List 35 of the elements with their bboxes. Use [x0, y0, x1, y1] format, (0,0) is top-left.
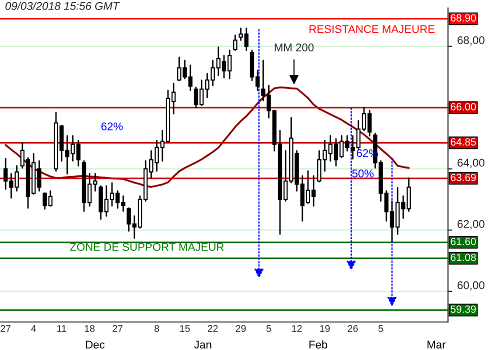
- x-tick-label: 26: [348, 325, 358, 332]
- y-tick-label: 68,00: [458, 36, 484, 46]
- x-tick-label: 8: [154, 325, 160, 332]
- x-tick-label: 12: [292, 325, 302, 332]
- text: Mar: [428, 340, 446, 349]
- text: Feb: [309, 340, 328, 349]
- ref-line-label: 59.39: [450, 305, 476, 313]
- y-tick-label: 64,00: [458, 158, 484, 168]
- x-tick-label: 18: [84, 325, 95, 332]
- x-tick-label: 29: [236, 325, 246, 332]
- x-tick-label: 5: [266, 325, 272, 332]
- x-tick-label: 22: [208, 325, 218, 332]
- ref-line-label: 66.00: [450, 103, 476, 110]
- y-tick-label: 62,00: [458, 220, 484, 230]
- x-tick-label: 15: [180, 325, 190, 332]
- ref-line-label: 61.60: [450, 238, 476, 246]
- x-tick-label: 27: [112, 325, 123, 332]
- annotation: ZONE DE SUPPORT MAJEUR: [70, 243, 224, 251]
- x-tick-label: 11: [57, 325, 66, 332]
- text: Jan: [194, 340, 212, 349]
- chart-title: 09/03/2018 15:56 GMT: [5, 2, 120, 10]
- ref-line-label: 64.85: [450, 138, 476, 146]
- annotation: 62%: [101, 122, 123, 130]
- x-tick-label: 4: [31, 325, 36, 332]
- text: Dec: [86, 340, 105, 349]
- ref-line-label: 61.08: [450, 254, 476, 262]
- x-tick-label: 5: [378, 325, 384, 332]
- annotation: RESISTANCE MAJEURE: [310, 25, 435, 34]
- x-tick-label: 19: [320, 325, 330, 332]
- y-tick-label: 60,00: [458, 281, 484, 290]
- x-tick-label: 27: [0, 325, 11, 332]
- text: MM 200: [274, 44, 314, 52]
- annotation: 50%: [352, 170, 374, 178]
- ref-line-label: 68.90: [450, 14, 476, 22]
- ref-line-label: 63.69: [450, 174, 476, 182]
